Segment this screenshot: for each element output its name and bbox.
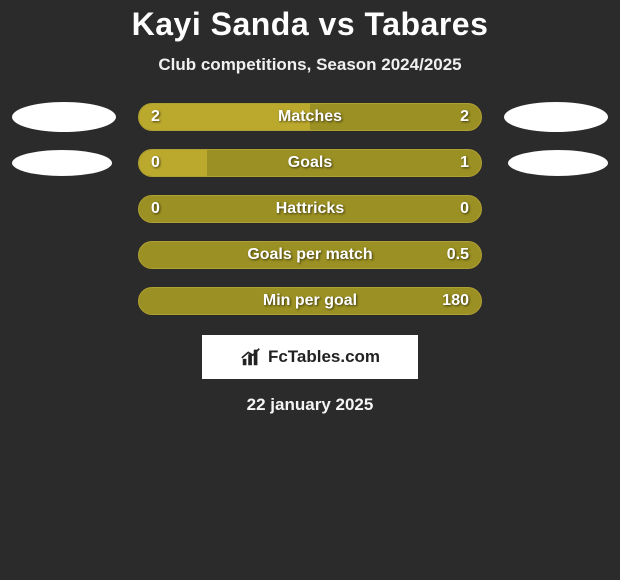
stat-bar: 0Goals1: [138, 149, 482, 177]
bar-label: Min per goal: [139, 288, 481, 314]
bar-label: Hattricks: [139, 196, 481, 222]
player-left-oval: [12, 102, 116, 132]
stat-bar: 2Matches2: [138, 103, 482, 131]
stat-row: 0Goals1: [0, 149, 620, 177]
bar-right-value: 180: [442, 288, 469, 314]
bar-label: Matches: [139, 104, 481, 130]
logo-box: FcTables.com: [202, 335, 418, 379]
bar-right-value: 2: [460, 104, 469, 130]
bar-label: Goals: [139, 150, 481, 176]
logo-text: FcTables.com: [268, 347, 380, 367]
bar-label: Goals per match: [139, 242, 481, 268]
footer-date: 22 january 2025: [0, 395, 620, 415]
stat-bar: Goals per match0.5: [138, 241, 482, 269]
stat-bar: Min per goal180: [138, 287, 482, 315]
page-title: Kayi Sanda vs Tabares: [0, 6, 620, 43]
bar-right-value: 1: [460, 150, 469, 176]
chart-icon: [240, 346, 262, 368]
stat-row: Min per goal180: [0, 287, 620, 315]
stat-row: 0Hattricks0: [0, 195, 620, 223]
player-right-oval: [508, 150, 608, 176]
bar-right-value: 0: [460, 196, 469, 222]
stat-row: 2Matches2: [0, 103, 620, 131]
bar-right-value: 0.5: [447, 242, 469, 268]
stat-row: Goals per match0.5: [0, 241, 620, 269]
player-left-oval: [12, 150, 112, 176]
stat-bar: 0Hattricks0: [138, 195, 482, 223]
stats-rows: 2Matches20Goals10Hattricks0Goals per mat…: [0, 103, 620, 315]
player-right-oval: [504, 102, 608, 132]
page-subtitle: Club competitions, Season 2024/2025: [0, 55, 620, 75]
